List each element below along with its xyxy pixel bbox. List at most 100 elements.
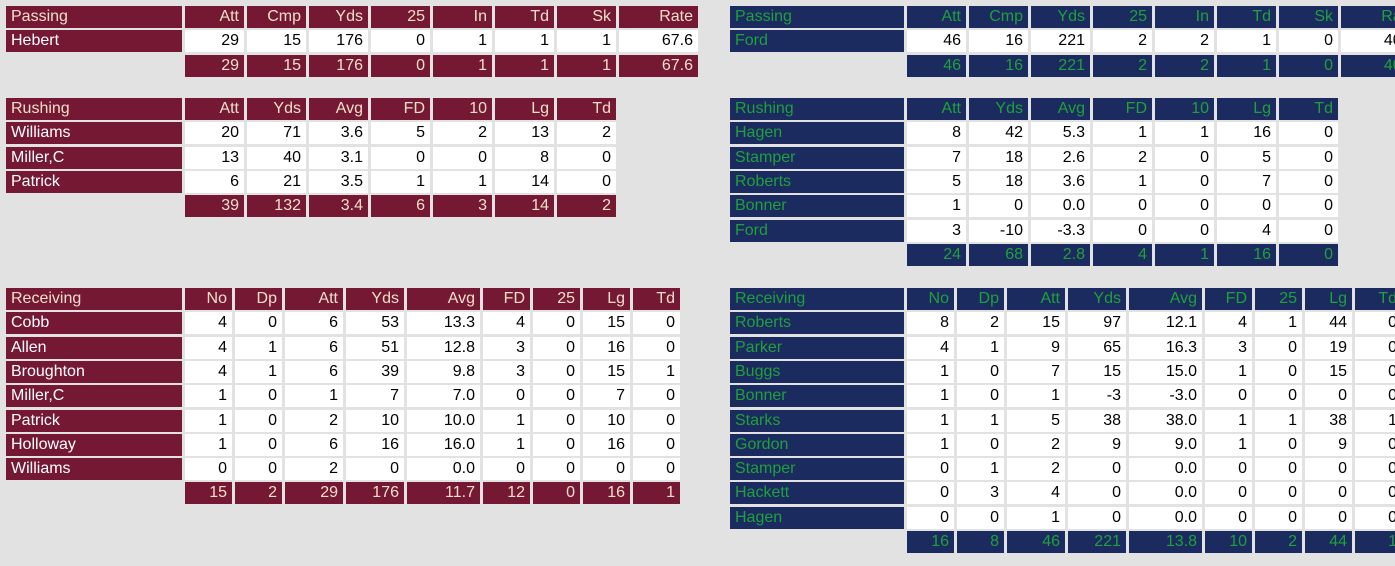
stat-cell: 7 [907,147,966,169]
column-header: Att [907,98,966,120]
stat-cell: 40 [247,147,306,169]
stat-cell: 44 [1305,312,1352,334]
stat-cell: 0 [533,458,580,480]
column-header: Td [495,6,554,28]
column-header: Sk [557,6,616,28]
stat-cell: 40.2 [1341,30,1395,52]
stat-cell: 16.0 [407,434,480,456]
total-cell: 1 [1217,55,1276,77]
column-header: Lg [1305,288,1352,310]
stat-cell: 1 [483,434,530,456]
stat-cell: 2 [285,458,343,480]
stat-cell: 1 [557,30,616,52]
section-title: Passing [730,6,904,28]
stat-cell: 10 [346,410,404,432]
player-row: Miller,C 1 0 1 7 7.0 0 0 7 0 [6,385,680,407]
stat-cell: 0 [633,458,680,480]
stat-cell: 0 [633,337,680,359]
stat-cell: 221 [1031,30,1090,52]
column-header: Yds [1068,288,1126,310]
total-cell: 29 [285,482,343,504]
total-cell: 15 [185,482,232,504]
stat-cell: 0 [371,30,430,52]
stat-cell: 1 [433,30,492,52]
stat-cell: 0 [957,507,1004,529]
stat-cell: 0 [1355,434,1395,456]
column-header: Td [633,288,680,310]
stat-cell: 9 [1007,337,1065,359]
stat-cell: 1 [957,337,1004,359]
player-row: Hebert 29 15 176 0 1 1 1 67.6 [6,30,698,52]
stat-cell: 0 [633,312,680,334]
totals-row: 24 68 2.8 4 1 16 0 [730,244,1338,266]
column-header: In [433,6,492,28]
stat-cell: 0.0 [1031,195,1090,217]
stat-cell: 0 [371,147,430,169]
column-header: Dp [957,288,1004,310]
stat-cell: 21 [247,171,306,193]
stat-cell: 2 [557,122,616,144]
stat-cell: 4 [483,312,530,334]
stat-cell: 2.6 [1031,147,1090,169]
stat-cell: 16 [969,30,1028,52]
player-name: Roberts [730,171,904,193]
total-cell: 1 [495,55,554,77]
total-cell: 2 [1093,55,1152,77]
column-header: FD [371,98,430,120]
stat-cell: 3 [957,482,1004,504]
player-name: Patrick [6,171,182,193]
column-header: Yds [969,98,1028,120]
column-header: Avg [407,288,480,310]
stat-cell: 1 [1355,410,1395,432]
player-name: Holloway [6,434,182,456]
stat-cell: 0 [1355,337,1395,359]
player-name: Stamper [730,147,904,169]
stat-cell: 1 [483,410,530,432]
stat-cell: 39 [346,361,404,383]
column-header: Lg [1217,98,1276,120]
stat-cell: 0 [533,410,580,432]
stat-cell: 1 [957,410,1004,432]
stat-cell: 13 [185,147,244,169]
stat-cell: 1 [235,337,282,359]
column-header: Cmp [969,6,1028,28]
column-header: No [907,288,954,310]
stat-cell: 0 [1355,312,1395,334]
stat-cell: 1 [633,361,680,383]
stat-cell: 1 [1217,30,1276,52]
player-name: Broughton [6,361,182,383]
stat-cell: 46 [907,30,966,52]
total-cell: 39 [185,195,244,217]
stat-cell: 15 [1007,312,1065,334]
player-name: Roberts [730,312,904,334]
stat-cell: 12.1 [1129,312,1202,334]
stat-cell: 3.1 [309,147,368,169]
stat-cell: 0 [1205,385,1252,407]
stat-cell: 0 [1205,507,1252,529]
stat-cell: 0 [185,458,232,480]
stat-cell: 0 [633,410,680,432]
stat-cell: 0 [1279,220,1338,242]
totals-row: 16 8 46 221 13.8 10 2 44 1 [730,531,1395,553]
stat-cell: 0 [235,458,282,480]
player-row: Patrick 1 0 2 10 10.0 1 0 10 0 [6,410,680,432]
column-header: Avg [1129,288,1202,310]
column-header: 25 [371,6,430,28]
player-name: Ford [730,30,904,52]
stat-cell: 0 [1355,361,1395,383]
stat-cell: 0 [957,385,1004,407]
stat-cell: 6 [285,312,343,334]
player-name: Stamper [730,458,904,480]
column-header: Avg [309,98,368,120]
column-header: 25 [1255,288,1302,310]
total-cell: 14 [495,195,554,217]
stat-cell: 0 [1068,507,1126,529]
stat-cell: 13.3 [407,312,480,334]
column-header: Td [557,98,616,120]
total-cell: 221 [1068,531,1126,553]
stat-cell: 67.6 [619,30,698,52]
stat-cell: 3 [483,361,530,383]
stat-cell: 5 [1007,410,1065,432]
